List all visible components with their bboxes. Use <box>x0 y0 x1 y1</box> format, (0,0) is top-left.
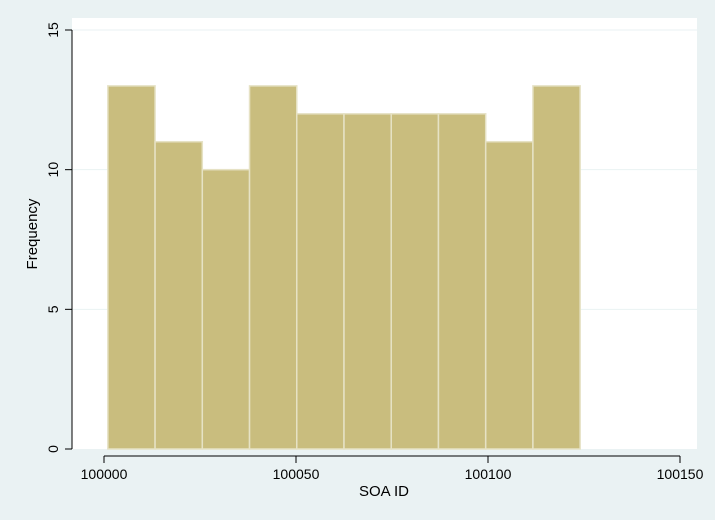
x-axis-title: SOA ID <box>359 483 409 500</box>
y-tick-label: 10 <box>45 162 61 178</box>
y-tick-label: 15 <box>45 22 61 38</box>
y-tick-label: 0 <box>45 445 61 453</box>
histogram-bar <box>296 113 345 450</box>
x-tick-label: 100000 <box>81 466 128 482</box>
y-axis-title: Frequency <box>24 198 41 269</box>
histogram-bar <box>201 168 251 450</box>
x-tick-label: 100100 <box>465 466 512 482</box>
x-tick-label: 100150 <box>657 466 704 482</box>
histogram-bar <box>390 113 440 450</box>
bars <box>107 85 581 450</box>
histogram-bar <box>484 140 534 450</box>
y-tick-label: 5 <box>45 305 61 313</box>
histogram-bar <box>107 85 156 450</box>
histogram-bar <box>154 140 204 450</box>
axes: 0 5 10 15 100000 100050 100100 100150 <box>45 22 704 482</box>
histogram-bar <box>532 85 581 450</box>
histogram-bar <box>248 85 298 450</box>
histogram-bar <box>437 113 487 450</box>
x-tick-label: 100050 <box>273 466 320 482</box>
histogram-bar <box>343 113 392 450</box>
